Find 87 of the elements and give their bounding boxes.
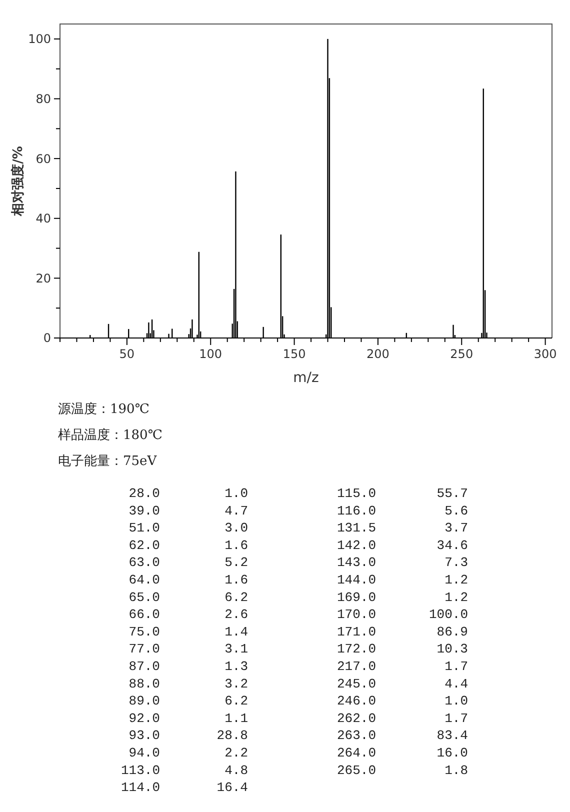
text: 66.0 <box>128 607 160 622</box>
text: 63.0 <box>128 555 160 570</box>
text: 114.0 <box>120 780 160 796</box>
text: 2.2 <box>224 746 248 760</box>
text: 28.8 <box>216 728 248 744</box>
y-tick-label: 80 <box>36 92 51 106</box>
x-tick-label: 200 <box>366 347 390 361</box>
x-tick-label: 50 <box>119 347 135 361</box>
text: 116.0 <box>336 503 376 518</box>
text: 113.0 <box>120 762 160 778</box>
y-tick-label: 100 <box>28 32 51 46</box>
text: 3.0 <box>224 520 248 536</box>
text: 51.0 <box>128 520 160 536</box>
text: 265.0 <box>336 762 376 778</box>
text: 3.7 <box>444 520 468 536</box>
text: 75.0 <box>128 624 160 640</box>
text: 4.8 <box>224 762 248 778</box>
text: 34.6 <box>436 538 468 553</box>
text: 1.2 <box>444 590 468 605</box>
y-axis-title: 相对强度/% <box>10 146 26 217</box>
text: 170.0 <box>336 607 376 622</box>
text: 143.0 <box>336 555 376 570</box>
text: 2.6 <box>224 607 248 622</box>
text: 1.7 <box>444 710 468 726</box>
text: 245.0 <box>336 676 376 692</box>
text: 3.1 <box>224 642 248 657</box>
text: 62.0 <box>128 538 160 553</box>
text: 1.6 <box>224 572 248 588</box>
text: 172.0 <box>336 642 376 657</box>
text: 89.0 <box>128 694 160 709</box>
text: 100.0 <box>428 607 468 622</box>
text: 1.4 <box>224 624 248 640</box>
text: 171.0 <box>336 624 376 640</box>
y-tick-label: 20 <box>36 271 51 286</box>
text: 262.0 <box>336 710 376 726</box>
text: 6.2 <box>224 694 248 709</box>
text: 3.2 <box>224 676 248 692</box>
text: 131.5 <box>336 520 376 536</box>
text: 88.0 <box>128 676 160 692</box>
text: 16.0 <box>436 746 468 760</box>
text: 1.0 <box>444 694 468 709</box>
text: 83.4 <box>436 728 468 744</box>
text: 1.8 <box>444 762 468 778</box>
x-tick-label: 150 <box>282 347 306 361</box>
x-tick-label: 300 <box>534 347 557 361</box>
text: 样品温度：180℃ <box>58 427 162 443</box>
text: 6.2 <box>224 590 248 605</box>
text: 39.0 <box>128 503 160 518</box>
x-axis-title: m/z <box>293 370 319 386</box>
text: 65.0 <box>128 590 160 605</box>
y-tick-label: 60 <box>36 152 51 166</box>
text: 144.0 <box>336 572 376 588</box>
text: 264.0 <box>336 746 376 760</box>
x-tick-label: 100 <box>199 347 222 361</box>
text: 217.0 <box>336 659 376 674</box>
text: 16.4 <box>216 780 248 796</box>
text: 246.0 <box>336 694 376 709</box>
text: 7.3 <box>444 555 468 570</box>
text: 源温度：190℃ <box>58 401 150 417</box>
text: 263.0 <box>336 728 376 744</box>
text: 10.3 <box>436 642 468 657</box>
text: 1.3 <box>224 659 248 674</box>
text: 1.0 <box>224 486 248 501</box>
text: 55.7 <box>436 486 468 501</box>
text: 5.2 <box>224 555 248 570</box>
text: 电子能量：75eV <box>58 454 158 469</box>
text: 94.0 <box>128 746 160 760</box>
text: 86.9 <box>436 624 468 640</box>
text: 4.7 <box>224 503 248 518</box>
y-tick-label: 0 <box>43 331 51 346</box>
y-tick-label: 40 <box>36 212 51 226</box>
text: 92.0 <box>128 710 160 726</box>
text: 1.6 <box>224 538 248 553</box>
x-tick-label: 250 <box>450 347 474 361</box>
text: 115.0 <box>336 486 376 501</box>
text: 77.0 <box>128 642 160 657</box>
text: 142.0 <box>336 538 376 553</box>
text: 169.0 <box>336 590 376 605</box>
text: 1.7 <box>444 659 468 674</box>
text: 93.0 <box>128 728 160 744</box>
text: 64.0 <box>128 572 160 588</box>
text: 28.0 <box>128 486 160 501</box>
text: 1.1 <box>224 710 248 726</box>
text: 87.0 <box>128 659 160 674</box>
text: 4.4 <box>444 676 468 692</box>
text: 5.6 <box>444 503 468 518</box>
text: 1.2 <box>444 572 468 588</box>
